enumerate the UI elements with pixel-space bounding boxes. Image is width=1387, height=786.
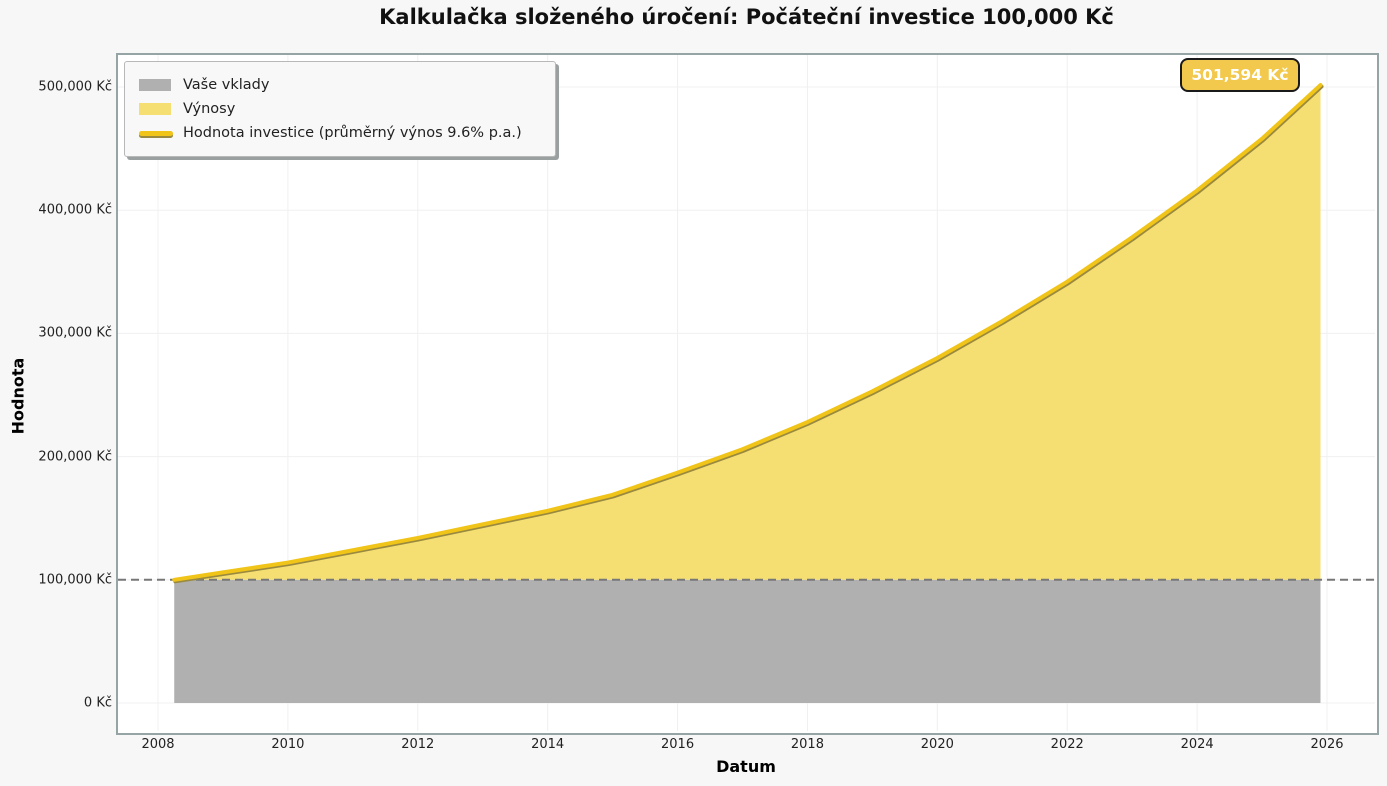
returns-area xyxy=(174,85,1321,580)
y-tick-label: 400,000 Kč xyxy=(38,202,112,218)
legend-label: Hodnota investice (průměrný výnos 9.6% p… xyxy=(183,125,522,141)
final-value-badge: 501,594 Kč xyxy=(1180,58,1300,92)
legend-item-investment-value: Hodnota investice (průměrný výnos 9.6% p… xyxy=(139,123,522,143)
x-tick-label: 2010 xyxy=(271,737,305,752)
legend-item-deposits: Vaše vklady xyxy=(139,75,269,95)
legend-item-returns: Výnosy xyxy=(139,99,235,119)
x-tick-label: 2018 xyxy=(790,737,824,752)
y-tick-label: 100,000 Kč xyxy=(38,572,112,588)
y-axis-label: Hodnota xyxy=(8,357,28,435)
x-tick-label: 2008 xyxy=(141,737,175,752)
x-tick-label: 2020 xyxy=(920,737,954,752)
deposits-swatch-icon xyxy=(139,79,171,91)
y-tick-label: 500,000 Kč xyxy=(38,79,112,95)
x-tick-label: 2024 xyxy=(1180,737,1214,752)
legend: Vaše vklady Výnosy Hodnota investice (pr… xyxy=(124,61,556,157)
x-tick-label: 2022 xyxy=(1050,737,1084,752)
x-tick-label: 2026 xyxy=(1310,737,1344,752)
y-tick-label: 0 Kč xyxy=(83,695,112,711)
x-axis-label: Datum xyxy=(716,757,776,776)
chart-title: Kalkulačka složeného úročení: Počáteční … xyxy=(379,5,1114,29)
x-tick-label: 2014 xyxy=(531,737,565,752)
line-swatch-icon xyxy=(139,130,173,136)
returns-swatch-icon xyxy=(139,103,171,115)
y-tick-label: 200,000 Kč xyxy=(38,449,112,465)
deposits-area xyxy=(174,579,1321,703)
x-tick-label: 2016 xyxy=(661,737,695,752)
legend-label: Výnosy xyxy=(183,101,236,117)
legend-label: Vaše vklady xyxy=(183,77,270,93)
y-tick-label: 300,000 Kč xyxy=(38,325,112,341)
x-tick-label: 2012 xyxy=(401,737,435,752)
investment-value-line xyxy=(172,83,1323,582)
